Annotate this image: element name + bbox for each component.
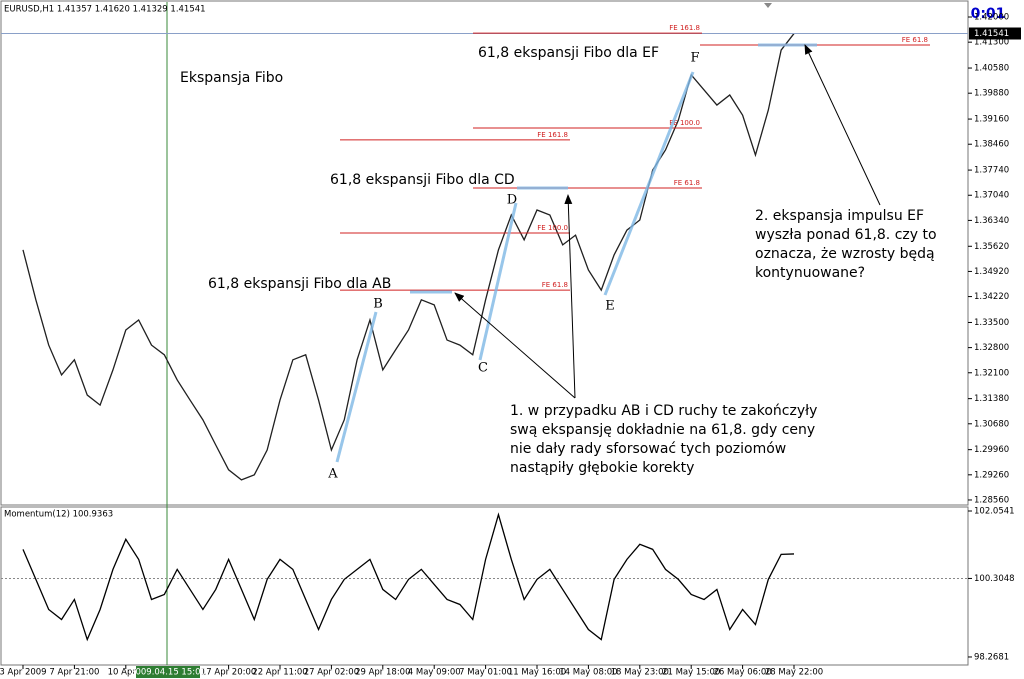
fibo-label: FE 61.8 [902,36,928,44]
momentum-panel [0,506,969,666]
x-tick-label: 4 May 09:00 [408,668,461,678]
y-tick-label: 1.34220 [974,292,1009,302]
crosshair-label: 2009.04.15 15:00 [130,668,206,678]
annotation: Ekspansja Fibo [180,70,283,86]
x-tick-label: 14 May 08:00 [559,668,617,678]
momentum-title: Momentum(12) 100.9363 [4,510,113,520]
annotation: 2. ekspansja impulsu EF [755,208,924,224]
annotation: nie dały rady sforsować tych poziomów [510,441,786,457]
y-tick-label: 1.39160 [974,115,1009,125]
shift-marker [764,3,772,8]
y-tick-label: 1.35620 [974,242,1009,252]
x-tick-label: 27 Apr 02:00 [304,668,359,678]
annotation: wyszła ponad 61,8. czy to [755,227,937,243]
swing-label: D [507,193,517,208]
crosshair-box [136,666,200,678]
fibo-label: FE 100.0 [537,224,568,232]
annotation: oznacza, że wzrosty będą [755,246,935,262]
highlight [335,311,378,463]
x-tick-label: 22 Apr 11:00 [252,668,307,678]
fibo-label: FE 100.0 [669,119,700,127]
current-price-label: 1.41541 [974,29,1009,39]
highlight [478,202,518,361]
x-tick-label: 3 Apr 2009 [0,668,47,678]
y-tick-label: 1.32800 [974,343,1009,353]
y-tick-label: 1.33500 [974,318,1009,328]
arrow [564,194,576,399]
price-line [22,33,795,481]
x-tick-label: 29 Apr 18:00 [355,668,410,678]
fibo-label: FE 61.8 [674,179,700,187]
x-tick-label: 17 Apr 20:00 [201,668,256,678]
current-price-box [969,27,1021,40]
annotation: 1. w przypadku AB i CD ruchy te zakończy… [510,403,817,419]
y-tick-label: 1.31380 [974,394,1009,404]
y-tick-label: 1.32100 [974,368,1009,378]
timer: 0:01 [971,6,1006,22]
y-tick-label: 1.42000 [974,13,1009,23]
arrow [454,292,576,399]
x-tick-label: 21 May 15:00 [662,668,720,678]
x-tick-label: 18 May 23:00 [611,668,669,678]
highlight [603,71,695,296]
y-tick-label: 1.37040 [974,191,1009,201]
swing-label: C [478,361,488,376]
y-tick-label: 1.41300 [974,38,1009,48]
y-tick-label: 1.34920 [974,267,1009,277]
price-line [22,512,795,642]
swing-label: E [605,299,615,314]
fibo-label: FE 161.8 [669,24,700,32]
swing-label: A [327,467,338,482]
swing-label: B [373,297,383,312]
swing-label: F [690,51,699,66]
arrow [804,44,881,206]
annotation: 61,8 ekspansji Fibo dla AB [208,276,391,292]
y-tick-label: 1.39880 [974,89,1009,99]
annotation: nastąpiły głębokie korekty [510,460,694,476]
y-tick-label: 1.40580 [974,64,1009,74]
annotation: swą ekspansję dokładnie na 61,8. gdy cen… [510,422,815,438]
y-tick-label: 1.37740 [974,166,1009,176]
y-tick-label: 100.3048 [974,574,1015,584]
x-tick-label: 28 May 22:00 [765,668,823,678]
y-tick-label: 1.30680 [974,419,1009,429]
y-tick-label: 1.36340 [974,216,1009,226]
y-tick-label: 1.38460 [974,140,1009,150]
annotation: kontynuowane? [755,265,865,281]
annotation: 61,8 ekspansji Fibo dla EF [478,45,659,61]
y-tick-label: 1.29260 [974,470,1009,480]
fibo-label: FE 161.8 [537,131,568,139]
fibo-label: FE 61.8 [542,281,568,289]
y-tick-label: 98.2681 [974,652,1009,662]
y-tick-label: 1.28560 [974,495,1009,505]
y-tick-label: 102.0541 [974,507,1015,517]
y-tick-label: 1.29960 [974,445,1009,455]
x-tick-label: 7 Apr 21:00 [49,668,99,678]
price-panel [0,0,969,506]
annotation: 61,8 ekspansji Fibo dla CD [330,172,515,188]
x-tick-label: 7 May 01:00 [459,668,512,678]
x-tick-label: 26 May 06:00 [713,668,771,678]
price-title: EURUSD,H1 1.41357 1.41620 1.41329 1.4154… [4,5,206,15]
x-tick-label: 11 May 16:00 [508,668,566,678]
x-tick-label: 10 Apr 1 [108,668,144,678]
